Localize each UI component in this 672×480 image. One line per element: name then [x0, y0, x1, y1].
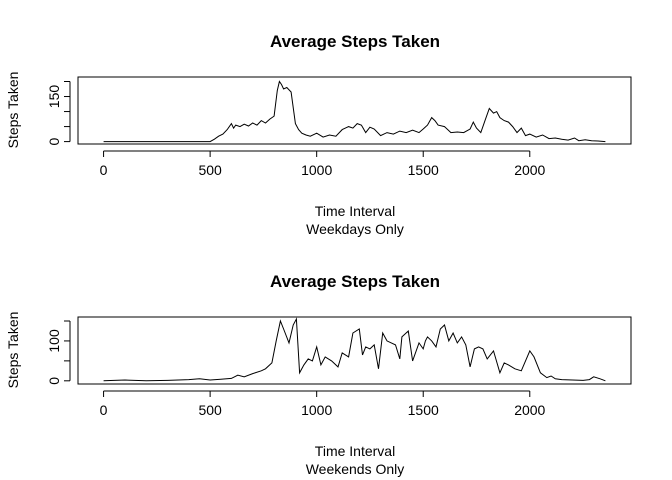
x-axis-subtitle: Weekdays Only [306, 221, 404, 237]
x-tick-label: 0 [100, 402, 108, 418]
plot-frame [77, 76, 632, 145]
x-tick-label: 1000 [301, 162, 332, 178]
x-axis: 0 500 1000 1500 2000 [100, 150, 546, 178]
y-axis: 0 100 [46, 320, 71, 385]
x-tick-label: 500 [198, 162, 222, 178]
series-line [103, 80, 606, 143]
series-line [103, 317, 606, 382]
x-axis-subtitle: Weekends Only [306, 461, 405, 477]
x-tick-label: 1000 [301, 402, 332, 418]
y-tick-label: 0 [46, 137, 62, 145]
y-axis-label: Steps Taken [5, 312, 21, 389]
x-tick-label: 1500 [408, 402, 439, 418]
x-tick-label: 1500 [408, 162, 439, 178]
x-tick-label: 0 [100, 162, 108, 178]
y-tick-label: 0 [46, 377, 62, 385]
y-tick-label: 100 [46, 329, 62, 353]
chart-title: Average Steps Taken [270, 32, 440, 51]
y-tick-label: 150 [46, 85, 62, 109]
chart-title: Average Steps Taken [270, 272, 440, 291]
y-axis: 0 150 [46, 81, 71, 145]
x-axis: 0 500 1000 1500 2000 [100, 390, 546, 418]
series-group [103, 80, 606, 143]
panel-weekdays: Average Steps Taken 0 500 1000 1500 2000 0 15… [5, 32, 632, 237]
series-group [103, 317, 606, 382]
x-tick-label: 500 [198, 402, 222, 418]
y-axis-label: Steps Taken [5, 72, 21, 149]
x-tick-label: 2000 [514, 162, 545, 178]
x-axis-label: Time Interval [315, 443, 395, 459]
x-axis-label: Time Interval [315, 203, 395, 219]
x-tick-label: 2000 [514, 402, 545, 418]
panel-weekends: Average Steps Taken 0 500 1000 1500 2000 0 10… [5, 272, 632, 477]
plot-frame [77, 316, 632, 385]
